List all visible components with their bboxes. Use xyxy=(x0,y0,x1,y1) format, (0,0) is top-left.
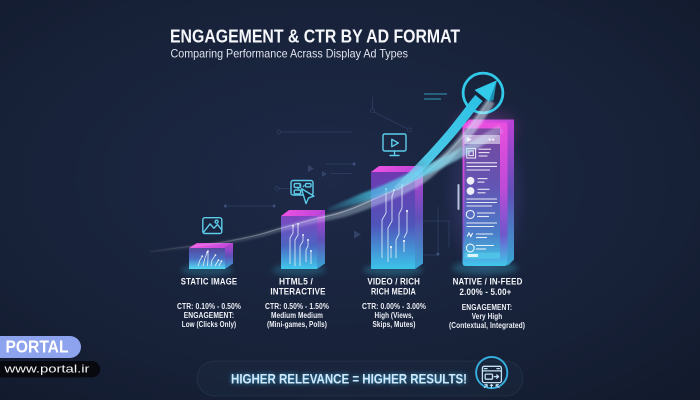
svg-text:CTR: 0.00% - 3.00%: CTR: 0.00% - 3.00% xyxy=(362,302,426,311)
svg-text:STATIC IMAGE: STATIC IMAGE xyxy=(181,276,238,286)
svg-text:www.portal.ir: www.portal.ir xyxy=(3,364,90,376)
svg-text:INTERACTIVE: INTERACTIVE xyxy=(270,286,325,296)
svg-text:VIDEO / RICH: VIDEO / RICH xyxy=(367,276,420,286)
svg-text:HIGHER RELEVANCE = HIGHER RESU: HIGHER RELEVANCE = HIGHER RESULTS! xyxy=(231,372,467,387)
svg-text:Comparing Performance Acrass D: Comparing Performance Acrass Display Ad … xyxy=(171,47,409,61)
svg-text:ENGAGEMENT & CTR BY AD FORMAT: ENGAGEMENT & CTR BY AD FORMAT xyxy=(170,27,460,47)
svg-text:(Contextual, Integrated): (Contextual, Integrated) xyxy=(449,321,525,330)
svg-text:CTR: 0.10% - 0.50%: CTR: 0.10% - 0.50% xyxy=(177,302,241,311)
svg-text:Low (Clicks Only): Low (Clicks Only) xyxy=(182,320,237,329)
svg-text:ENGAGEMENT:: ENGAGEMENT: xyxy=(184,311,235,320)
svg-text:RICH MEDIA: RICH MEDIA xyxy=(371,286,416,296)
svg-text:NATIVE / IN-FEED: NATIVE / IN-FEED xyxy=(453,276,523,286)
svg-text:Very High: Very High xyxy=(472,312,503,321)
svg-text:(Mini-games, Polls): (Mini-games, Polls) xyxy=(267,320,327,329)
svg-text:PORTAL: PORTAL xyxy=(6,337,69,357)
svg-text:CTR: 0.50% - 1.50%: CTR: 0.50% - 1.50% xyxy=(265,302,329,311)
svg-text:Skips, Mutes): Skips, Mutes) xyxy=(373,320,416,329)
svg-text:Medium Medium: Medium Medium xyxy=(271,311,323,320)
svg-text:HTML5 /: HTML5 / xyxy=(279,276,313,286)
svg-text:High (Views,: High (Views, xyxy=(375,311,414,320)
svg-text:2.00% - 5.00+: 2.00% - 5.00+ xyxy=(460,287,512,297)
svg-text:ENGAGEMENT:: ENGAGEMENT: xyxy=(462,303,513,312)
